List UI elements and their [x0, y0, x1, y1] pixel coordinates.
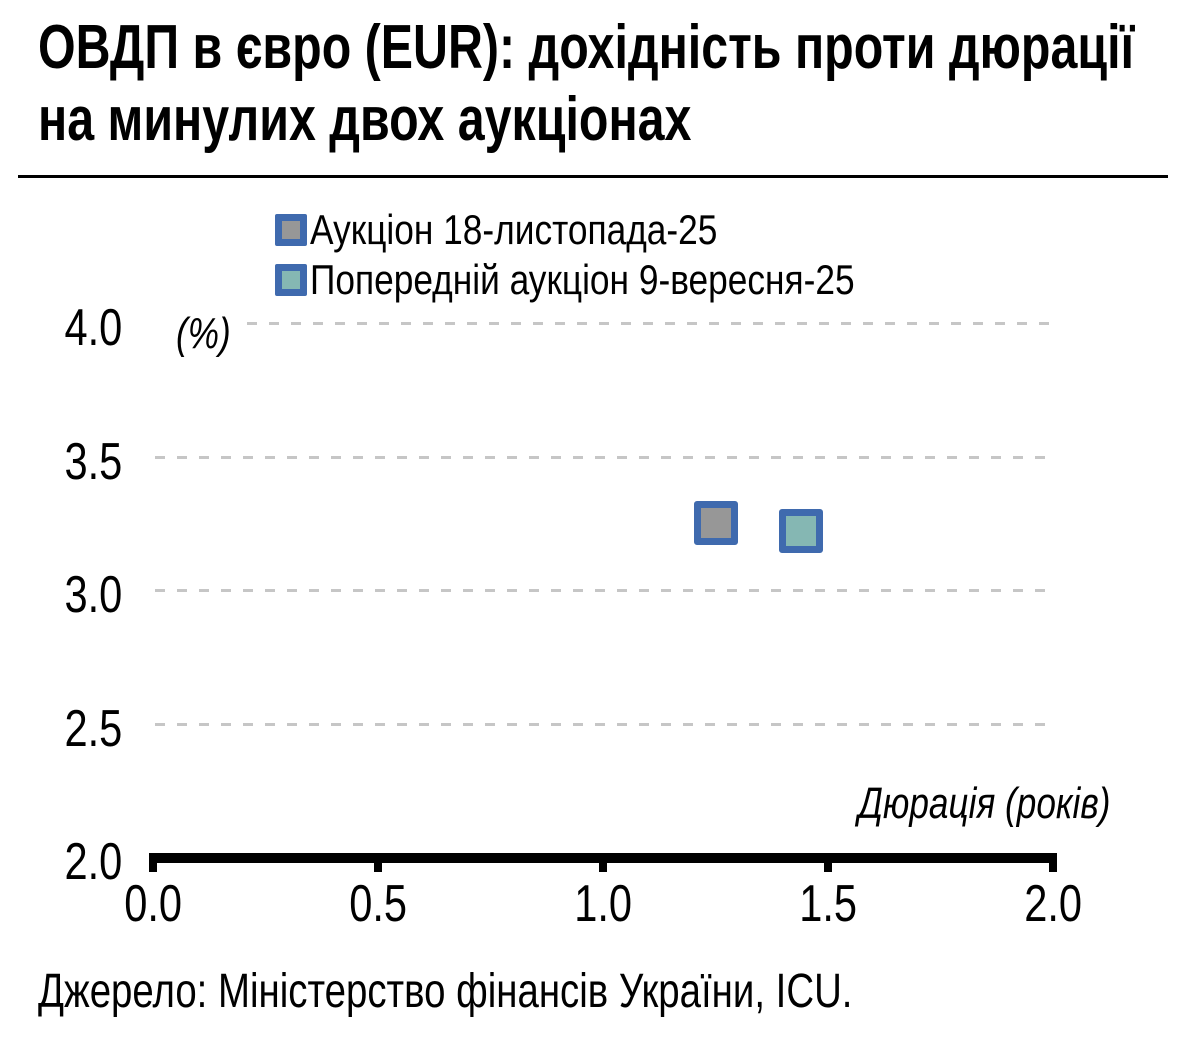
chart-title-text-2: на минулих двох аукціонах [38, 85, 692, 154]
source-note-text: Джерело: Міністерство фінансів України, … [38, 965, 853, 1018]
x-tick-mark [824, 853, 832, 872]
y-axis-unit-text: (%) [176, 309, 231, 358]
legend-swatch-gray-icon [275, 214, 307, 246]
x-tick-label: 0.5 [349, 875, 407, 933]
gridline [155, 455, 1054, 459]
legend-label-text: Попередній аукціон 9-вересня-25 [310, 256, 855, 303]
x-axis-title: Дюрація (років) [795, 782, 1110, 826]
legend-item-auction-18-nov: Аукціон 18-листопада-25 [275, 205, 958, 255]
gridline [155, 589, 1054, 592]
data-point-marker [693, 501, 738, 546]
y-tick-label: 3.5 [64, 432, 122, 491]
y-tick-label: 2.5 [64, 699, 122, 758]
title-separator-line [18, 175, 1168, 178]
y-tick-label: 4.0 [64, 299, 122, 357]
gridline [247, 322, 1054, 325]
x-axis-title-text: Дюрація (років) [857, 779, 1110, 828]
x-tick-mark [149, 853, 157, 872]
chart-title-text-1: ОВДП в євро (EUR): дохідність проти дюра… [38, 13, 1135, 82]
gridline [155, 722, 1054, 726]
y-tick-label: 3.0 [64, 566, 122, 624]
chart-title-line-2: на минулих двох аукціонах [38, 84, 1191, 156]
x-tick-mark [599, 853, 607, 872]
legend-item-auction-9-sep: Попередній аукціон 9-вересня-25 [275, 255, 958, 305]
y-axis-unit-label: (%) [176, 312, 244, 356]
x-tick-label: 2.0 [1024, 875, 1082, 933]
x-tick-label: 1.5 [799, 875, 857, 933]
chart-title: ОВДП в євро (EUR): дохідність проти дюра… [38, 12, 1191, 156]
y-tick-label: 2.0 [64, 833, 122, 891]
x-tick-mark [374, 853, 382, 872]
source-note: Джерело: Міністерство фінансів України, … [38, 966, 1056, 1018]
legend-swatch-teal-icon [275, 264, 307, 296]
legend-label: Попередній аукціон 9-вересня-25 [310, 255, 958, 305]
legend-label: Аукціон 18-листопада-25 [310, 205, 795, 255]
x-tick-mark [1049, 853, 1057, 872]
data-point-marker [779, 509, 823, 554]
x-tick-label: 1.0 [574, 875, 632, 933]
legend: Аукціон 18-листопада-25 Попередній аукці… [275, 205, 958, 305]
legend-label-text: Аукціон 18-листопада-25 [310, 206, 718, 253]
x-tick-label: 0.0 [124, 875, 182, 933]
chart-title-line-1: ОВДП в євро (EUR): дохідність проти дюра… [38, 12, 1191, 84]
